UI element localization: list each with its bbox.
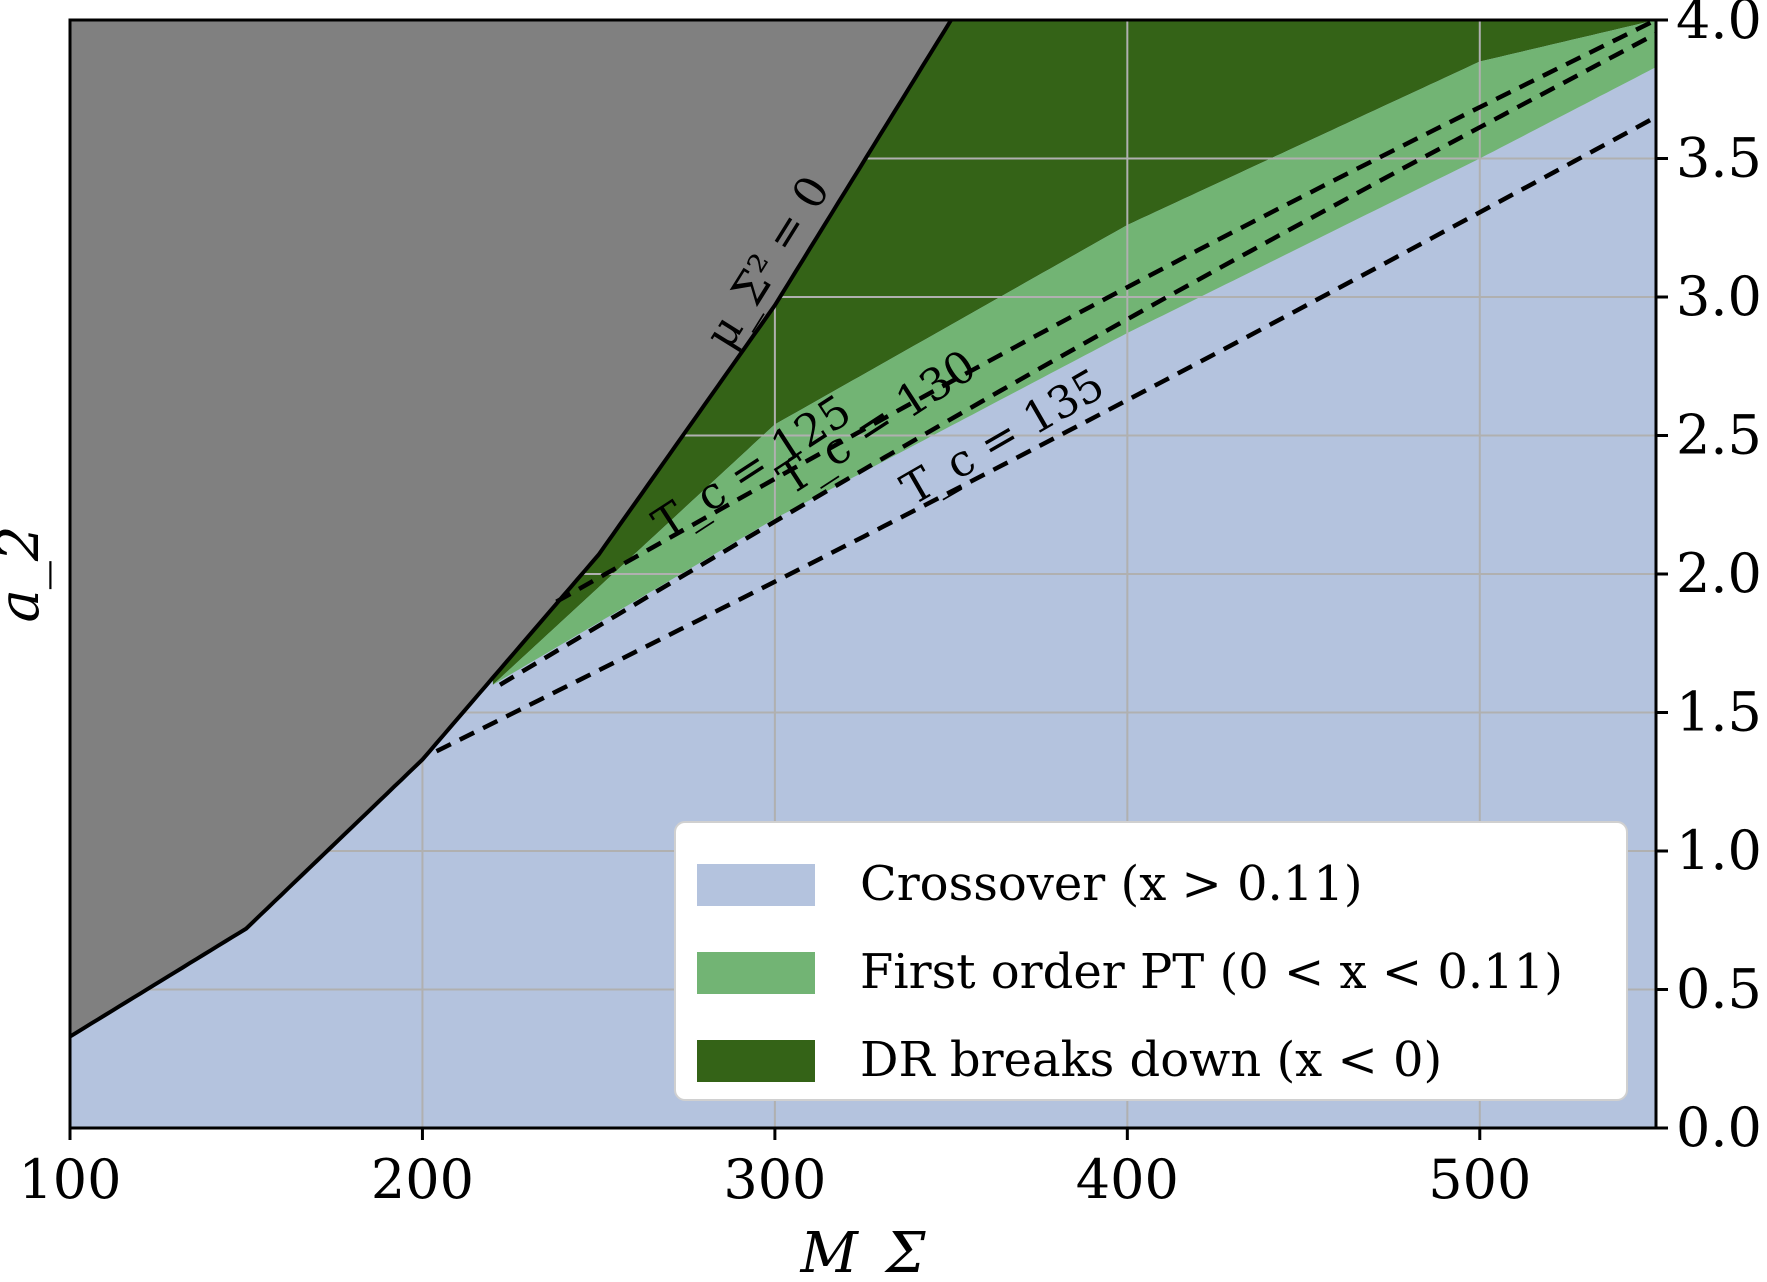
excluded-region [70,20,952,1037]
y-axis-label: a_2 [0,525,52,622]
y-tick-label: 0.5 [1676,958,1762,1021]
y-tick-label: 0.0 [1676,1096,1762,1159]
y-axis: 0.0 0.5 1.0 1.5 2.0 2.5 3.0 3.5 4.0 a_2 [0,0,1762,1159]
first-order-pt-region [492,20,1656,685]
y-tick-label: 3.5 [1676,127,1762,190]
boundary-and-tc-lines [70,20,1656,1039]
x-tick-label: 200 [371,1148,474,1211]
y-tick-label: 4.0 [1676,0,1762,51]
legend-label: First order PT (0 < x < 0.11) [860,944,1563,1000]
legend-label: Crossover (x > 0.11) [860,856,1363,912]
x-tick-label: 500 [1428,1148,1531,1211]
legend-swatch [697,952,815,994]
x-tick-label: 100 [18,1148,121,1211]
y-tick-label: 3.0 [1676,265,1762,328]
legend: Crossover (x > 0.11) First order PT (0 < … [674,821,1628,1101]
mu-sq-zero-boundary [70,20,953,1039]
tc-line-1 [555,20,1656,604]
x-tick-label: 300 [723,1148,826,1211]
y-tick-label: 2.5 [1676,404,1762,467]
y-tick-label: 1.0 [1676,819,1762,882]
x-axis-label: M_Σ [800,1221,926,1282]
x-tick-label: 400 [1076,1148,1179,1211]
legend-label: DR breaks down (x < 0) [860,1032,1442,1088]
legend-swatch [697,864,815,906]
legend-swatch [697,1040,815,1082]
x-axis: 100 200 300 400 500 M_Σ [18,1128,1531,1282]
dr-breaks-down-region [492,20,1656,685]
legend-box [674,821,1628,1101]
y-tick-label: 2.0 [1676,542,1762,605]
tc-line-3 [435,114,1656,754]
y-tick-label: 1.5 [1676,681,1762,744]
